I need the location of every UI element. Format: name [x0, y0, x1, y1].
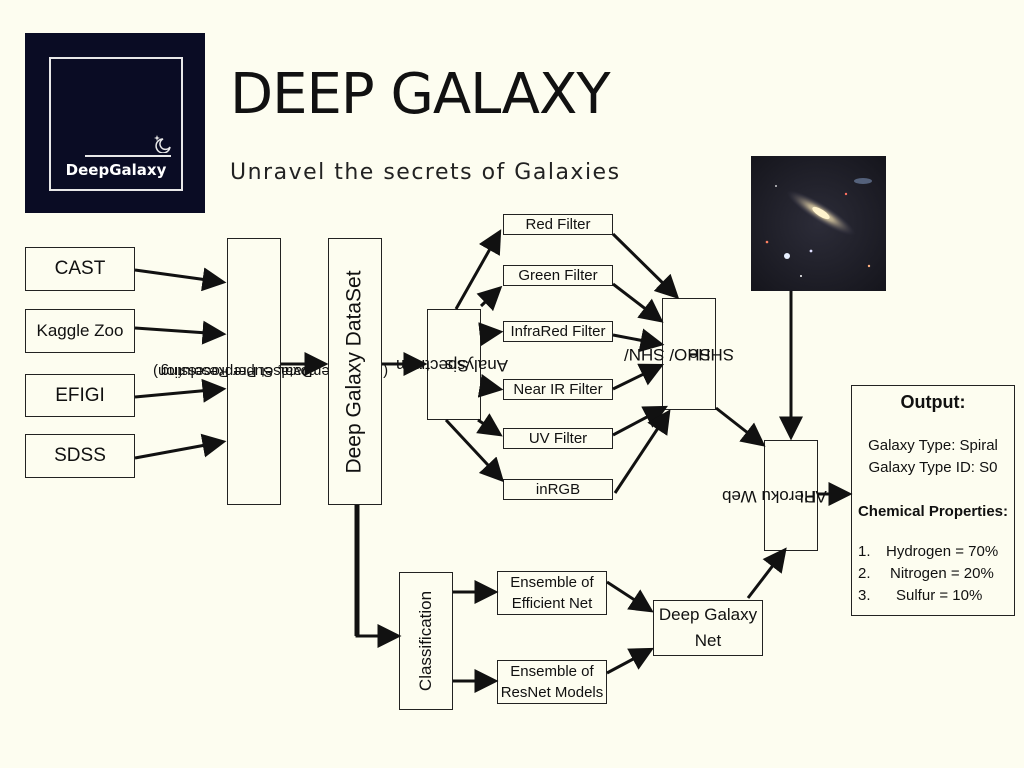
arrow-red-sho [611, 232, 680, 300]
arrow-spectrum-infrared [478, 322, 504, 347]
arrow-kaggle-preprocess [134, 320, 227, 345]
source-cast: CAST [25, 247, 135, 291]
arrow-spectrum-uv [476, 413, 503, 437]
arrow-efigi-preprocess [134, 378, 227, 403]
source-kaggle-zoo: Kaggle Zoo [25, 309, 135, 353]
arrow-sho-api [715, 406, 766, 447]
chem-item: 1. Hydrogen = 70% [858, 543, 999, 560]
arrow-net-api [746, 547, 787, 599]
deep-galaxy-net-box: Deep Galaxy Net [653, 600, 763, 656]
sho-box: SHO/ SHN/SHHe [624, 298, 734, 410]
spectrum-analysis-box: Spectrum Analysis [396, 309, 508, 420]
chem-item: 2. Nitrogen = 20% [858, 565, 994, 582]
dataset-box: Deep Galaxy DataSet [328, 238, 382, 505]
arrow-resnet-net [606, 647, 654, 675]
logo-underline [85, 155, 171, 157]
arrow-cast-preprocess [134, 267, 227, 292]
classification-box: Classification [399, 572, 453, 710]
page-title: DEEP GALAXY [230, 62, 611, 127]
filter-uv: UV Filter [503, 428, 613, 449]
arrow-efficientnet-net [606, 580, 654, 613]
output-heading: Output: [900, 392, 966, 412]
filter-red: Red Filter [503, 214, 613, 235]
arrow-spectrum-inrgb [444, 418, 505, 483]
logo-text: DeepGalaxy [65, 161, 167, 179]
filter-infrared: InfraRed Filter [503, 321, 613, 342]
arrow-sdss-preprocess [134, 433, 227, 460]
ensemble-efficientnet: Ensemble of Efficient Net [497, 571, 607, 615]
page-subtitle: Unravel the secrets of Galaxies [230, 160, 621, 185]
logo-frame: DeepGalaxy [49, 57, 183, 191]
preprocessing-box: Dataset Preprocessing (Noise Removal, Sup… [153, 238, 389, 505]
moon-sparkle-icon [154, 135, 171, 153]
heroku-api-box: Heroku Web API [722, 440, 827, 551]
galaxy-image [751, 156, 886, 291]
ensemble-resnet: Ensemble of ResNet Models [497, 660, 607, 704]
chem-item: 3. Sulfur = 10% [858, 587, 983, 604]
output-box: Output: Galaxy Type: Spiral Galaxy Type … [851, 385, 1015, 616]
filter-near-ir: Near IR Filter [503, 379, 613, 400]
source-sdss: SDSS [25, 434, 135, 478]
galaxy-type-id: Galaxy Type ID: S0 [868, 459, 998, 476]
filter-inrgb: inRGB [503, 479, 613, 500]
arrow-green-sho [612, 282, 664, 323]
logo: DeepGalaxy [25, 33, 205, 213]
arrow-infrared-sho [612, 328, 665, 353]
arrow-dataset-classification [355, 505, 402, 648]
source-efigi: EFIGI [25, 374, 135, 417]
chemical-properties-heading: Chemical Properties: [857, 503, 1009, 520]
arrow-spectrum-green [476, 285, 503, 312]
arrow-spectrum-nearir [477, 373, 504, 398]
galaxy-type: Galaxy Type: Spiral [868, 437, 998, 454]
arrow-inrgb-sho [613, 409, 671, 494]
filter-green: Green Filter [503, 265, 613, 286]
arrow-spectrum-red [454, 229, 502, 310]
arrow-nearir-sho [612, 363, 665, 391]
chemical-properties-list: 1. Hydrogen = 70% 2. Nitrogen = 20% 3. Sulf… [858, 541, 1014, 607]
